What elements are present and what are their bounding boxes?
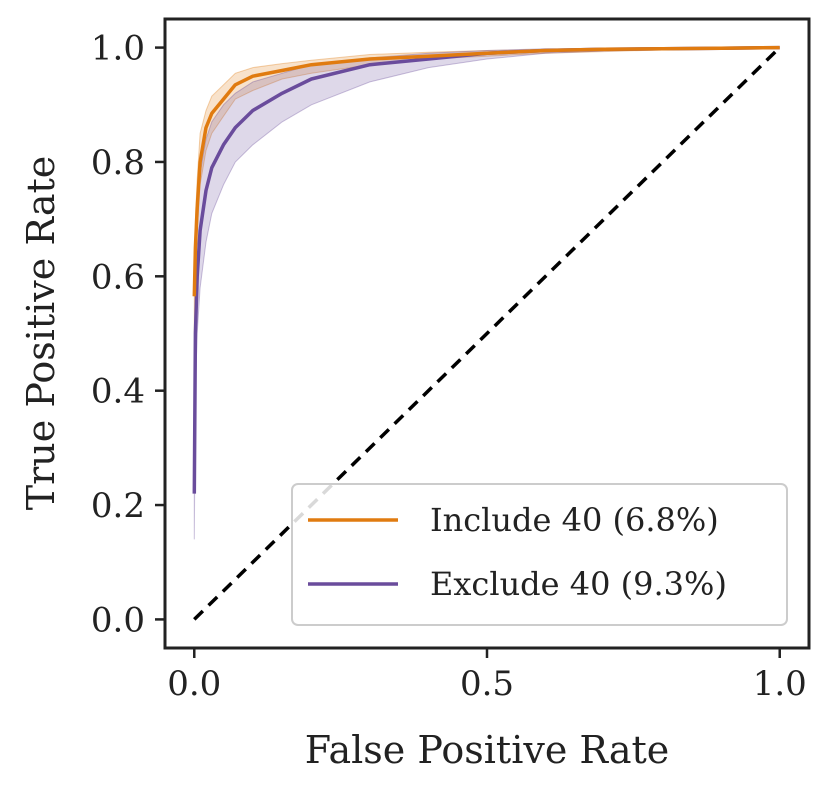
y-tick-label: 0.0 (91, 600, 145, 640)
legend-label-include-40-6-8: Include 40 (6.8%) (430, 501, 719, 539)
legend-box (291, 483, 788, 626)
x-tick-label: 0.0 (167, 664, 221, 704)
y-tick-label: 0.4 (91, 372, 145, 412)
y-axis-label: True Positive Rate (19, 156, 63, 510)
line-include-40-6-8 (192, 45, 780, 297)
legend: Include 40 (6.8%) Exclude 40 (9.3%) (291, 483, 788, 626)
legend-label-exclude-40-9-3: Exclude 40 (9.3%) (430, 565, 727, 603)
series-lines (192, 45, 780, 494)
y-tick-label: 0.6 (91, 257, 145, 297)
x-tick-label: 0.5 (460, 664, 514, 704)
x-axis-label: False Positive Rate (305, 728, 670, 772)
y-axis-ticks: 0.0 0.2 0.4 0.6 0.8 1.0 (91, 29, 165, 640)
y-tick-label: 1.0 (91, 29, 145, 69)
reference-line-group (193, 46, 781, 621)
x-axis-ticks: 0.0 0.5 1.0 (167, 648, 807, 704)
x-tick-label: 1.0 (753, 664, 807, 704)
y-tick-label: 0.8 (91, 143, 145, 183)
y-tick-label: 0.2 (91, 486, 145, 526)
chance-reference-line (193, 46, 781, 621)
